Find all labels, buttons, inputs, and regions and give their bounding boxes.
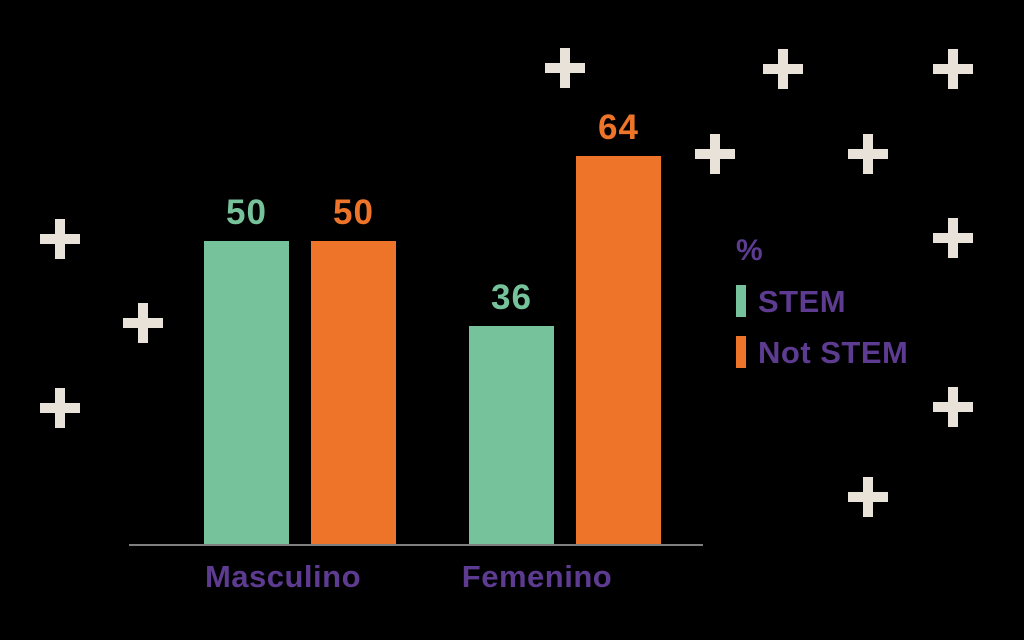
bar-not-stem-masculino — [311, 241, 396, 546]
plus-icon — [933, 49, 973, 89]
category-label-masculino: Masculino — [204, 559, 362, 594]
bar-not-stem-femenino — [576, 156, 661, 546]
plus-icon — [933, 387, 973, 427]
plus-icon — [123, 303, 163, 343]
legend-item-label: STEM — [758, 283, 847, 319]
bar-stem-femenino — [469, 326, 554, 546]
value-label-stem-masculino: 50 — [226, 193, 267, 232]
plus-icon — [848, 134, 888, 174]
plus-icon — [40, 219, 80, 259]
category-label-femenino: Femenino — [461, 559, 613, 594]
plus-icon — [695, 134, 735, 174]
legend-color-swatch-not-stem — [736, 336, 746, 368]
plus-icon — [40, 388, 80, 428]
legend-item-label: Not STEM — [758, 334, 909, 370]
legend-title: % — [736, 234, 763, 267]
value-label-not-stem-femenino: 64 — [598, 108, 639, 147]
plus-icon — [933, 218, 973, 258]
legend-items: STEM Not STEM — [736, 285, 908, 368]
legend-color-swatch-stem — [736, 285, 746, 317]
legend-item-stem: STEM — [736, 285, 908, 317]
chart-legend: % STEM Not STEM — [736, 236, 908, 368]
value-label-not-stem-masculino: 50 — [333, 193, 374, 232]
plus-icon — [763, 49, 803, 89]
legend-item-not-stem: Not STEM — [736, 336, 908, 368]
value-label-stem-femenino: 36 — [491, 278, 532, 317]
x-axis-line — [129, 544, 703, 546]
plus-icon — [848, 477, 888, 517]
plus-icon — [545, 48, 585, 88]
bar-stem-masculino — [204, 241, 289, 546]
